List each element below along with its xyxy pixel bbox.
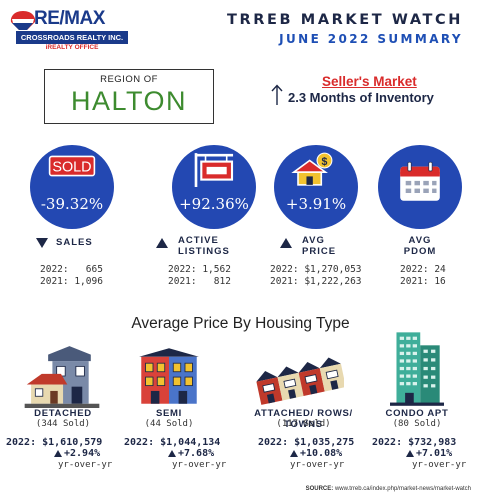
- housing-change: +7.68%: [168, 448, 214, 459]
- housing-attached: ATTACHED/ ROWS/ TOWNS (117 Sold) 2022: $…: [236, 340, 366, 480]
- brand-name: RE/MAX: [34, 8, 105, 29]
- section-title: Average Price By Housing Type: [131, 315, 350, 332]
- trend-down-icon: [36, 238, 48, 248]
- market-detail: 2.3 Months of Inventory: [288, 90, 434, 105]
- housing-sold: (117 Sold): [276, 419, 331, 429]
- region-label: REGION OF: [100, 74, 158, 85]
- housing-note: yr-over-yr: [412, 460, 467, 470]
- housing-change: +7.01%: [406, 448, 452, 459]
- stat-sales: SOLD -39.32% SALES 2022: 665 2021: 1,096: [30, 145, 130, 295]
- page-subtitle: JUNE 2022 SUMMARY: [279, 32, 463, 46]
- semi-house-icon: [139, 348, 199, 404]
- brand-logo: RE/MAX CROSSROADS REALTY INC. iREALTY OF…: [8, 8, 128, 56]
- source-link[interactable]: www.trreb.ca/index.php/market-news/marke…: [334, 486, 471, 492]
- housing-detached: DETACHED (344 Sold) 2022: $1,610,579 +2.…: [4, 340, 122, 480]
- housing-note: yr-over-yr: [290, 460, 345, 470]
- stat-label: AVG PDOM: [403, 235, 437, 257]
- housing-sold: (344 Sold): [35, 419, 91, 429]
- svg-text:$: $: [322, 156, 328, 168]
- trend-up-icon: [54, 449, 62, 457]
- trend-up-icon: [280, 238, 292, 248]
- housing-name: CONDO APT: [385, 408, 449, 419]
- housing-price: 2022: $1,044,134: [124, 437, 221, 448]
- market-title: Seller's Market: [322, 74, 417, 89]
- page-title: TRREB MARKET WATCH: [226, 12, 463, 28]
- brand-tagline: iREALTY OFFICE: [45, 44, 99, 51]
- housing-condo: CONDO APT (80 Sold) 2022: $732,983 +7.01…: [372, 330, 478, 480]
- arrow-up-icon: [271, 84, 283, 105]
- housing-sold: (80 Sold): [392, 419, 442, 429]
- stat-value: +3.91%: [285, 195, 347, 213]
- stat-label: SALES: [56, 237, 93, 248]
- house-money-icon: $: [291, 152, 333, 186]
- stat-data: 2022: 665 2021: 1,096: [40, 264, 103, 287]
- stat-label: ACTIVE LISTINGS: [178, 235, 230, 257]
- source-note: SOURCE: www.trreb.ca/index.php/market-ne…: [306, 486, 471, 492]
- region-box: REGION OF HALTON: [44, 69, 214, 124]
- stat-value: +92.36%: [179, 195, 249, 213]
- svg-text:SOLD: SOLD: [52, 160, 91, 176]
- for-sale-sign-icon: [194, 153, 234, 187]
- trend-up-icon: [168, 449, 176, 457]
- stat-avg-price: $ +3.91% AVG PRICE 2022: $1,270,053 2021: …: [264, 145, 384, 295]
- source-label: SOURCE:: [305, 486, 334, 492]
- calendar-icon: [400, 161, 440, 201]
- housing-price: 2022: $1,035,275: [258, 437, 355, 448]
- trend-up-icon: [156, 238, 168, 248]
- balloon-icon: [10, 11, 36, 30]
- stat-value: -39.32%: [40, 195, 104, 213]
- housing-semi: SEMI (44 Sold) 2022: $1,044,134 +7.68% y…: [124, 340, 234, 480]
- housing-note: yr-over-yr: [58, 460, 113, 470]
- stat-data: 2022: $1,270,053 2021: $1,222,263: [270, 264, 362, 287]
- detached-house-icon: [24, 346, 100, 408]
- stat-label: AVG PRICE: [302, 235, 337, 257]
- stat-circle: [172, 145, 256, 229]
- sold-sign-icon: SOLD: [48, 155, 96, 177]
- condo-building-icon: [390, 332, 444, 406]
- housing-change: +2.94%: [54, 448, 100, 459]
- housing-sold: (44 Sold): [144, 419, 194, 429]
- stat-data: 2022: 24 2021: 16: [400, 264, 446, 287]
- stat-data: 2022: 1,562 2021: 812: [168, 264, 231, 287]
- housing-name: DETACHED: [34, 408, 92, 419]
- trend-up-icon: [290, 449, 298, 457]
- housing-change: +10.08%: [290, 448, 342, 459]
- housing-note: yr-over-yr: [172, 460, 227, 470]
- housing-name: ATTACHED/ ROWS/ TOWNS: [254, 408, 353, 430]
- trend-up-icon: [406, 449, 414, 457]
- stat-active-listings: +92.36% ACTIVE LISTINGS 2022: 1,562 2021: …: [148, 145, 258, 295]
- housing-price: 2022: $732,983: [372, 437, 457, 448]
- brand-office: CROSSROADS REALTY INC.: [16, 31, 128, 44]
- townhouse-icon: [256, 357, 344, 405]
- housing-price: 2022: $1,610,579: [6, 437, 103, 448]
- stat-circle: [274, 145, 358, 229]
- housing-name: SEMI: [155, 408, 183, 419]
- stat-avg-pdom: AVG PDOM 2022: 24 2021: 16: [378, 145, 478, 295]
- region-name: HALTON: [70, 86, 188, 116]
